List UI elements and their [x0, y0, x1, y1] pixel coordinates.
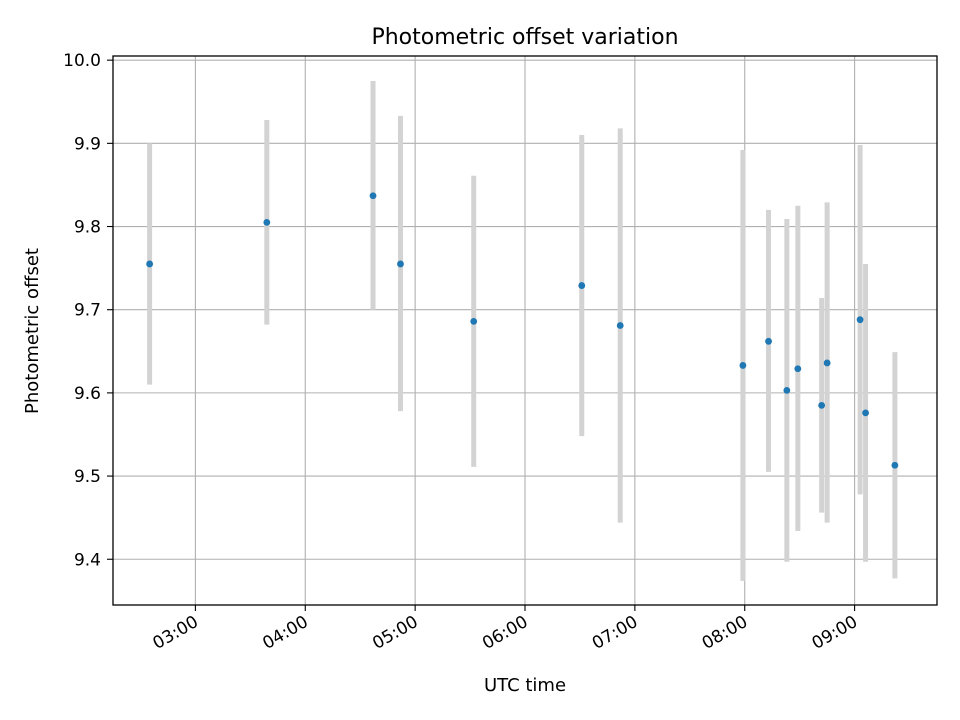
data-point [823, 359, 831, 367]
data-point [818, 401, 826, 409]
x-tick-label: 05:00 [369, 612, 421, 654]
data-point [765, 337, 772, 345]
y-tick-label: 9.5 [74, 467, 101, 487]
y-tick-label: 9.4 [74, 550, 101, 570]
data-point [739, 362, 747, 369]
x-tick-label: 09:00 [809, 612, 861, 654]
data-point [146, 260, 154, 268]
y-tick-label: 10.0 [63, 51, 101, 71]
data-point [397, 260, 404, 268]
data-point [263, 218, 271, 226]
x-tick-label: 08:00 [699, 612, 751, 654]
data-point [470, 317, 478, 325]
grid [113, 56, 937, 605]
data-point [578, 282, 586, 289]
data-points [146, 192, 899, 469]
data-point [856, 316, 864, 324]
x-tick-label: 03:00 [149, 612, 201, 654]
data-point [369, 192, 377, 200]
chart-title: Photometric offset variation [371, 25, 678, 50]
x-tick-label: 06:00 [479, 612, 531, 654]
y-tick-label: 9.6 [74, 384, 101, 404]
x-tick-label: 07:00 [589, 612, 641, 654]
y-tick-label: 9.7 [74, 301, 101, 321]
x-axis-ticks: 03:00 04:00 05:00 06:00 07:00 08:00 09:00 [149, 605, 861, 654]
data-point [862, 409, 869, 417]
y-tick-label: 9.9 [74, 134, 101, 154]
data-point [616, 322, 624, 329]
data-point [794, 365, 802, 373]
data-point [891, 461, 899, 469]
y-tick-label: 9.8 [74, 218, 101, 238]
y-axis-label: Photometric offset [22, 248, 43, 414]
data-point [783, 386, 791, 394]
x-tick-label: 04:00 [259, 612, 311, 654]
error-bars [147, 80, 898, 581]
y-axis-ticks: 9.4 9.5 9.6 9.7 9.8 9.9 10.0 [63, 51, 113, 570]
x-axis-label: UTC time [484, 675, 566, 696]
